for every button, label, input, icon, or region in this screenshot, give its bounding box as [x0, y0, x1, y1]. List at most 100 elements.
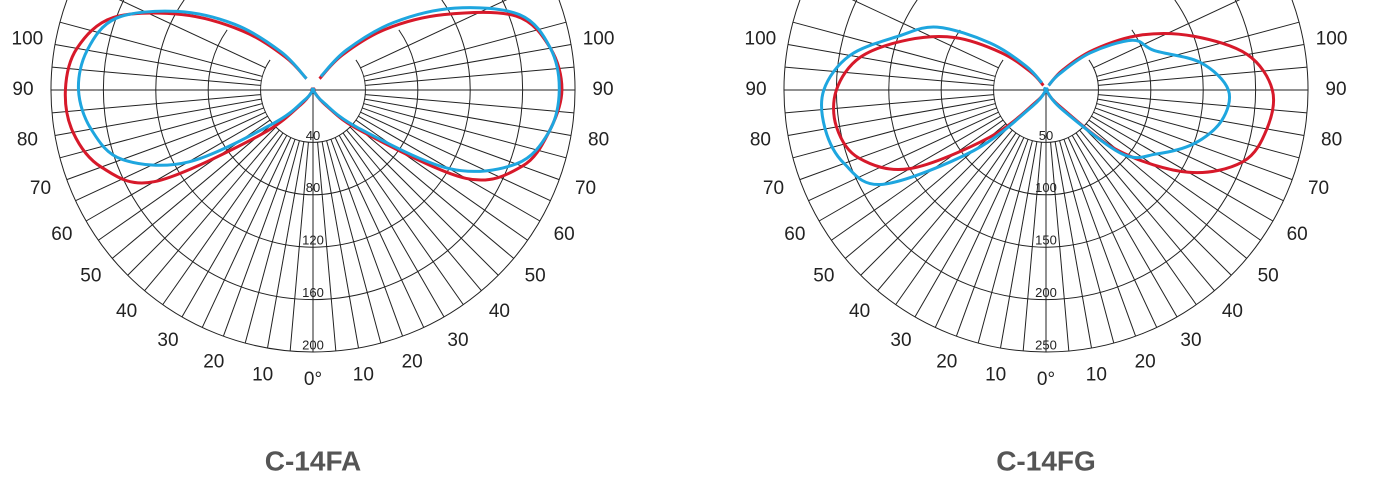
angle-label: 20	[936, 352, 957, 373]
angle-label: 0°	[304, 369, 322, 390]
angle-label: 10	[1086, 365, 1107, 386]
r-tick-label: 200	[1035, 285, 1057, 300]
spoke	[851, 0, 999, 69]
spoke	[799, 107, 997, 181]
spoke	[1096, 103, 1300, 159]
angle-label: 60	[51, 224, 72, 245]
spoke	[831, 119, 1004, 241]
spoke	[1093, 0, 1241, 69]
angle-label: 40	[116, 301, 137, 322]
angle-label: 90	[12, 79, 33, 100]
angle-label: 20	[1135, 352, 1156, 373]
spoke	[244, 140, 300, 344]
spoke	[349, 126, 499, 276]
spoke	[360, 111, 551, 202]
r-tick-label: 80	[306, 180, 320, 195]
spoke	[289, 142, 309, 352]
angle-label: 60	[1287, 224, 1308, 245]
spoke	[1098, 66, 1308, 86]
angle-label: 30	[890, 330, 911, 351]
spoke	[338, 135, 445, 318]
spoke	[317, 142, 337, 352]
spoke	[334, 137, 425, 328]
spoke	[364, 44, 572, 82]
angle-label: 70	[1308, 178, 1329, 199]
spoke	[1067, 137, 1158, 328]
spoke	[85, 115, 268, 222]
spoke	[1096, 21, 1300, 77]
intensity-curve	[820, 25, 1232, 186]
angle-label: 20	[203, 352, 224, 373]
angle-label: 60	[784, 224, 805, 245]
r-tick-label: 100	[1035, 180, 1057, 195]
spoke	[51, 66, 261, 86]
angle-label: 30	[157, 330, 178, 351]
spoke	[1050, 142, 1070, 352]
spoke	[955, 139, 1029, 337]
spoke	[1097, 98, 1305, 136]
spoke	[1000, 141, 1038, 349]
angle-label: 10	[985, 365, 1006, 386]
angle-label: 40	[489, 301, 510, 322]
r-tick-label: 160	[302, 285, 324, 300]
spoke	[1088, 119, 1261, 241]
spoke	[792, 21, 996, 77]
spoke	[895, 132, 1017, 305]
angle-label: 80	[750, 129, 771, 150]
spoke	[75, 111, 266, 202]
r-tick-label: 200	[302, 337, 324, 352]
spoke	[977, 140, 1033, 344]
spoke	[877, 129, 1013, 292]
angle-label: 30	[447, 330, 468, 351]
spoke	[346, 129, 482, 292]
angle-label: 100	[12, 29, 44, 50]
polar-chart: 100 90 80 70 60 50 40 30 20 10 0° 10 20 30 40 50 60 70 80 9…	[745, 0, 1348, 476]
r-tick-label: 250	[1035, 337, 1057, 352]
spoke	[59, 21, 263, 77]
spoke	[201, 137, 292, 328]
angle-label: 100	[1316, 29, 1348, 50]
angle-label: 50	[80, 265, 101, 286]
r-tick-label: 50	[1039, 128, 1053, 143]
spoke	[162, 132, 284, 305]
spoke	[1091, 115, 1274, 222]
spoke	[111, 123, 274, 259]
spoke	[127, 126, 277, 276]
spoke	[222, 139, 296, 337]
spoke	[844, 123, 1007, 259]
spoke	[54, 44, 262, 82]
spoke	[1071, 135, 1178, 318]
spoke	[330, 139, 404, 337]
spoke	[934, 137, 1025, 328]
spoke	[51, 94, 261, 114]
spoke	[1063, 139, 1137, 337]
spoke	[1054, 141, 1092, 349]
spoke	[144, 129, 280, 292]
spoke	[326, 140, 382, 344]
angle-label: 90	[1325, 79, 1346, 100]
angle-label: 0°	[1037, 369, 1055, 390]
spoke	[321, 141, 359, 349]
spoke	[1082, 126, 1232, 276]
spoke	[342, 132, 464, 305]
angle-label: 30	[1180, 330, 1201, 351]
angle-label: 60	[554, 224, 575, 245]
spoke	[360, 0, 508, 69]
r-tick-label: 40	[306, 128, 320, 143]
spoke	[364, 98, 572, 136]
spoke	[181, 135, 288, 318]
intensity-curve	[76, 6, 561, 173]
spoke	[365, 66, 575, 86]
angle-label: 20	[402, 352, 423, 373]
angle-label: 50	[813, 265, 834, 286]
spoke	[118, 0, 266, 69]
angle-label: 10	[353, 365, 374, 386]
angle-label: 80	[17, 129, 38, 150]
angle-label: 70	[30, 178, 51, 199]
spoke	[1075, 132, 1197, 305]
spoke	[1022, 142, 1042, 352]
spoke	[787, 98, 995, 136]
angle-label: 70	[575, 178, 596, 199]
angle-label: 40	[849, 301, 870, 322]
intensity-curve	[63, 10, 564, 185]
